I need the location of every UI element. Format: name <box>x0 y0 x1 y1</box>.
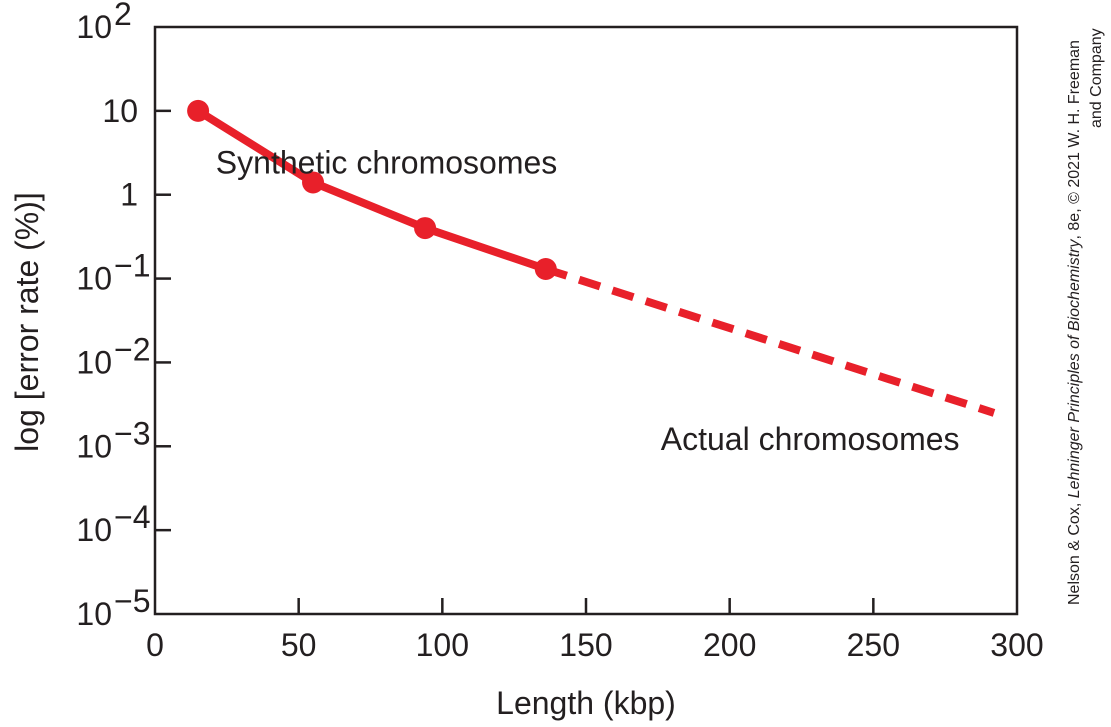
y-tick-exponent: −5 <box>114 583 150 619</box>
x-tick-label: 250 <box>847 627 900 663</box>
axis-ticks <box>155 109 875 614</box>
y-tick-label: 10 <box>76 596 112 632</box>
y-tick-base: 10 <box>76 261 112 297</box>
y-tick-label: 10 <box>76 512 112 548</box>
y-tick-label: 10 <box>76 9 112 45</box>
y-tick-label: 10 <box>102 93 138 129</box>
credit-line-1: Nelson & Cox, Lehninger Principles of Bi… <box>1066 40 1083 605</box>
x-tick-label: 100 <box>416 627 469 663</box>
x-tick-label: 150 <box>559 627 612 663</box>
series-layer <box>187 99 996 417</box>
data-point <box>302 171 325 194</box>
y-tick-exponent: −3 <box>114 415 150 451</box>
y-tick-base: 10 <box>76 344 112 380</box>
y-tick-exponent: −2 <box>114 331 150 367</box>
y-tick-exponent: −4 <box>114 499 150 535</box>
x-tick-label: 50 <box>281 627 317 663</box>
y-tick-base: 10 <box>76 512 112 548</box>
annotation-layer: Synthetic chromosomes Actual chromosomes <box>216 144 960 457</box>
y-tick-base: 10 <box>76 596 112 632</box>
data-point <box>414 217 437 240</box>
data-point <box>187 99 210 122</box>
credit-line-2: and Company <box>1088 28 1105 128</box>
y-tick-base: 1 <box>120 177 138 213</box>
series-line <box>195 107 548 273</box>
plot-frame <box>153 25 1019 616</box>
series-line <box>544 265 996 417</box>
y-axis-title: log [error rate (%)] <box>9 192 45 452</box>
y-tick-exponent: −1 <box>114 248 150 284</box>
x-tick-label: 300 <box>990 627 1043 663</box>
x-tick-label: 0 <box>146 627 164 663</box>
y-tick-label: 10 <box>76 261 112 297</box>
series-annotation: Actual chromosomes <box>661 421 960 457</box>
y-tick-exponent: 2 <box>114 0 132 32</box>
y-tick-base: 10 <box>76 428 112 464</box>
y-tick-label: 1 <box>120 177 138 213</box>
x-axis-title: Length (kbp) <box>496 685 676 721</box>
y-tick-base: 10 <box>102 93 138 129</box>
y-tick-base: 10 <box>76 9 112 45</box>
x-tick-label: 200 <box>703 627 756 663</box>
series-annotation: Synthetic chromosomes <box>216 144 557 180</box>
y-tick-label: 10 <box>76 344 112 380</box>
y-tick-label: 10 <box>76 428 112 464</box>
